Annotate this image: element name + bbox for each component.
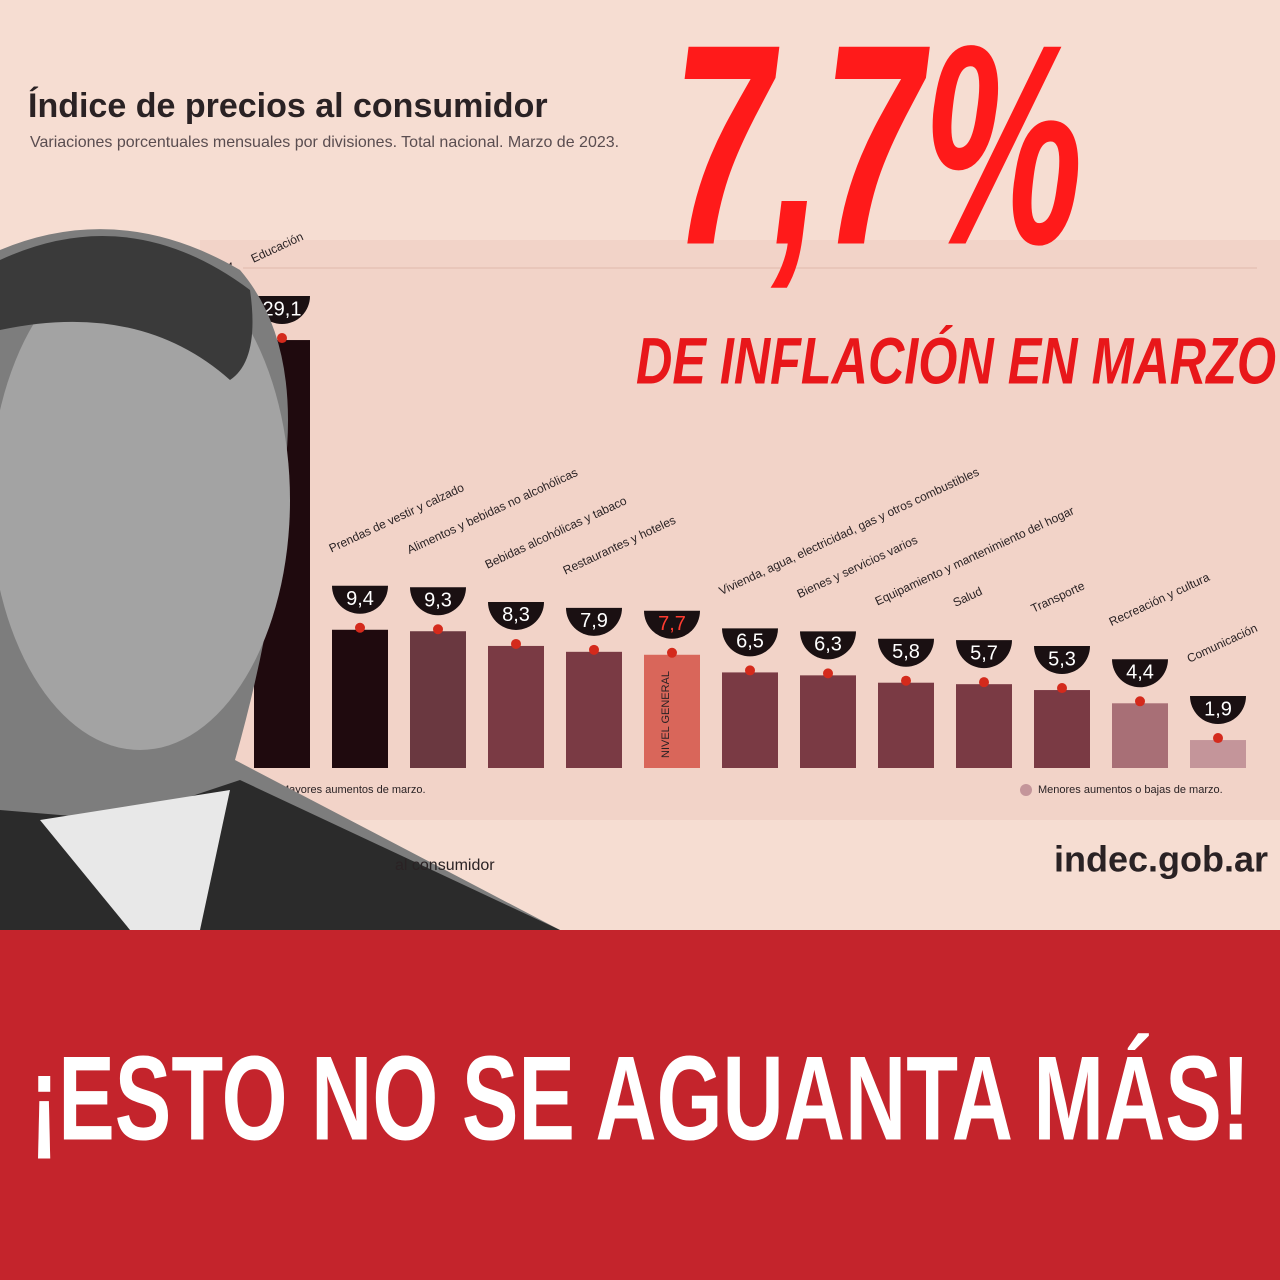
legend-swatch <box>1020 784 1032 796</box>
bar <box>644 654 700 768</box>
value-label: 7,9 <box>580 610 608 632</box>
value-label: 29,1 <box>263 298 302 320</box>
bar-dot <box>979 677 989 688</box>
value-label: 5,8 <box>892 641 920 663</box>
value-label: 7,7 <box>658 613 686 635</box>
value-badge <box>722 628 778 657</box>
value-badge <box>1190 696 1246 725</box>
bar-dot <box>589 644 599 655</box>
subheadline: DE INFLACIÓN EN MARZO <box>636 323 1276 397</box>
value-label: 9,4 <box>346 588 374 610</box>
value-label: 8,3 <box>502 604 530 626</box>
value-badge <box>488 601 544 630</box>
bar-dot <box>1135 696 1145 707</box>
category-label: NIVEL GENERAL <box>660 671 672 758</box>
value-badge <box>956 640 1012 669</box>
value-badge <box>800 631 856 660</box>
bar <box>566 651 622 768</box>
value-badge <box>878 638 934 667</box>
value-badge <box>410 587 466 616</box>
value-badge <box>1112 659 1168 688</box>
value-label: 1,9 <box>1204 698 1232 720</box>
value-label: 4,4 <box>1126 662 1154 684</box>
bar <box>332 629 388 768</box>
portrait <box>0 229 560 930</box>
bar-dot <box>1057 683 1067 694</box>
bar-dot <box>823 668 833 679</box>
banner-background <box>0 930 1280 1280</box>
bar <box>410 631 466 768</box>
chart-subtitle: Variaciones porcentuales mensuales por d… <box>30 134 619 151</box>
bar-dot <box>1213 733 1223 744</box>
bar <box>1034 690 1090 768</box>
value-label: 9,3 <box>424 590 452 612</box>
value-badge <box>1034 646 1090 675</box>
value-badge <box>566 607 622 636</box>
bar-dot <box>745 665 755 676</box>
bar-dot <box>667 647 677 658</box>
footer-text: al consumidor <box>395 857 495 874</box>
bar <box>1190 740 1246 768</box>
value-badge <box>644 610 700 639</box>
value-label: 5,3 <box>1048 648 1076 670</box>
bar <box>800 675 856 768</box>
value-label: 6,5 <box>736 631 764 653</box>
value-label: 5,7 <box>970 642 998 664</box>
value-label: 6,3 <box>814 634 842 656</box>
bar <box>878 682 934 768</box>
bar-dot <box>433 624 443 635</box>
bar <box>488 645 544 768</box>
chart-title: Índice de precios al consumidor <box>28 87 548 125</box>
source: indec.gob.ar <box>1054 839 1268 880</box>
bar-dot <box>355 622 365 633</box>
headline: 7,7% <box>672 0 1083 305</box>
banner-text: ¡ESTO NO SE AGUANTA MÁS! <box>30 1032 1250 1166</box>
value-badge <box>332 585 388 614</box>
bar-dot <box>511 638 521 649</box>
bar <box>1112 703 1168 768</box>
bar-dot <box>277 333 287 344</box>
legend-label: Menores aumentos o bajas de marzo. <box>1038 784 1223 796</box>
bar <box>956 684 1012 768</box>
legend-label: Mayores aumentos de marzo. <box>280 784 426 796</box>
bar <box>722 672 778 768</box>
bar-dot <box>901 675 911 686</box>
